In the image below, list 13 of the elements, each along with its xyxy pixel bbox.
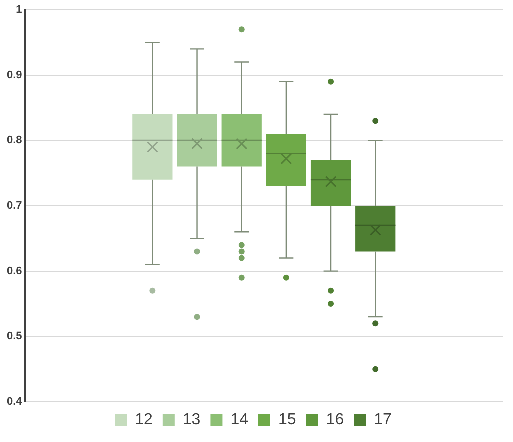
y-tick-label: 0.8 — [6, 134, 22, 147]
legend-label: 17 — [374, 411, 392, 428]
y-tick-label: 0.7 — [6, 200, 22, 212]
y-tick-label: 0.4 — [6, 396, 24, 408]
y-tick-label: 0.5 — [6, 330, 22, 343]
y-tick-label: 0.6 — [6, 265, 22, 278]
y-tick-label: 1 — [16, 4, 22, 16]
legend-label: 14 — [230, 411, 249, 428]
legend-label: 15 — [278, 411, 296, 428]
y-tick-label: 0.9 — [6, 69, 22, 82]
legend-label: 12 — [135, 411, 154, 428]
legend-label: 13 — [182, 411, 201, 428]
legend-label: 16 — [326, 411, 344, 428]
